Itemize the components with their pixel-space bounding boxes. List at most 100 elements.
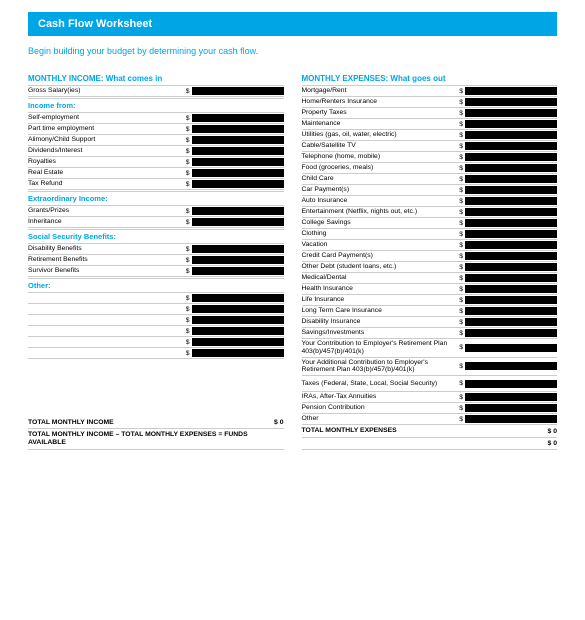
amount-field[interactable] xyxy=(192,327,284,335)
row-label: Disability Insurance xyxy=(302,318,458,326)
amount-field[interactable] xyxy=(465,274,557,282)
amount-field[interactable] xyxy=(192,338,284,346)
amount-field[interactable] xyxy=(465,142,557,150)
amount-field[interactable] xyxy=(192,136,284,144)
currency-symbol: $ xyxy=(184,328,190,335)
amount-field[interactable] xyxy=(192,87,284,95)
line-item: Tax Refund$ xyxy=(28,179,284,190)
line-item: Retirement Benefits$ xyxy=(28,255,284,266)
row-label: Real Estate xyxy=(28,169,184,177)
amount-field[interactable] xyxy=(465,344,557,352)
currency-symbol: $ xyxy=(457,187,463,194)
row-label: Child Care xyxy=(302,175,458,183)
amount-field[interactable] xyxy=(192,147,284,155)
line-item: Pension Contribution$ xyxy=(302,403,558,414)
amount-field[interactable] xyxy=(465,131,557,139)
line-item: Vacation$ xyxy=(302,240,558,251)
currency-symbol: $ xyxy=(457,253,463,260)
amount-field[interactable] xyxy=(465,230,557,238)
currency-symbol: $ xyxy=(184,159,190,166)
amount-field[interactable] xyxy=(465,404,557,412)
currency-symbol: $ xyxy=(457,319,463,326)
currency-symbol: $ xyxy=(184,137,190,144)
line-item: Medical/Dental$ xyxy=(302,273,558,284)
amount-field[interactable] xyxy=(465,186,557,194)
amount-field[interactable] xyxy=(192,218,284,226)
amount-field[interactable] xyxy=(465,285,557,293)
row-label: Mortgage/Rent xyxy=(302,87,458,95)
amount-field[interactable] xyxy=(192,180,284,188)
row-label xyxy=(28,305,184,313)
line-item: Credit Card Payment(s)$ xyxy=(302,251,558,262)
amount-field[interactable] xyxy=(465,252,557,260)
currency-symbol: $ xyxy=(457,110,463,117)
currency-symbol: $ xyxy=(459,363,463,370)
currency-symbol: $ xyxy=(457,198,463,205)
amount-field[interactable] xyxy=(465,219,557,227)
income-row-gross: Gross Salary(ies) $ xyxy=(28,86,284,97)
amount-field[interactable] xyxy=(192,267,284,275)
row-label xyxy=(28,349,184,357)
amount-field[interactable] xyxy=(192,114,284,122)
amount-field[interactable] xyxy=(465,175,557,183)
line-item: Real Estate$ xyxy=(28,168,284,179)
amount-field[interactable] xyxy=(465,98,557,106)
amount-field[interactable] xyxy=(465,307,557,315)
amount-field[interactable] xyxy=(465,263,557,271)
row-label: Grants/Prizes xyxy=(28,207,184,215)
line-item: Health Insurance$ xyxy=(302,284,558,295)
currency-symbol: $ xyxy=(457,220,463,227)
amount-field[interactable] xyxy=(465,329,557,337)
currency-symbol: $ xyxy=(457,264,463,271)
currency-symbol: $ xyxy=(457,380,463,387)
amount-field[interactable] xyxy=(192,125,284,133)
currency-symbol: $ xyxy=(184,306,190,313)
row-label: Utilities (gas, oil, water, electric) xyxy=(302,131,458,139)
currency-symbol: $ xyxy=(457,121,463,128)
amount-field[interactable] xyxy=(192,245,284,253)
amount-field[interactable] xyxy=(192,169,284,177)
currency-symbol: $ xyxy=(457,132,463,139)
row-label: Cable/Satellite TV xyxy=(302,142,458,150)
line-item: Utilities (gas, oil, water, electric)$ xyxy=(302,130,558,141)
amount-field[interactable] xyxy=(465,153,557,161)
amount-field[interactable] xyxy=(192,305,284,313)
amount-field[interactable] xyxy=(465,380,557,388)
row-label xyxy=(28,327,184,335)
line-item: Part time employment$ xyxy=(28,124,284,135)
line-item: Dividends/Interest$ xyxy=(28,146,284,157)
amount-field[interactable] xyxy=(192,256,284,264)
line-item: Clothing$ xyxy=(302,229,558,240)
amount-field[interactable] xyxy=(465,208,557,216)
income-heading: MONTHLY INCOME: What comes in xyxy=(28,72,284,86)
amount-field[interactable] xyxy=(465,87,557,95)
amount-field[interactable] xyxy=(465,120,557,128)
amount-field[interactable] xyxy=(465,393,557,401)
currency-symbol: $ xyxy=(184,257,190,264)
amount-field[interactable] xyxy=(465,318,557,326)
row-label: Long Term Care Insurance xyxy=(302,307,458,315)
blank-line-item: $ xyxy=(28,348,284,359)
amount-field[interactable] xyxy=(192,207,284,215)
amount-field[interactable] xyxy=(192,316,284,324)
row-label: Survivor Benefits xyxy=(28,267,184,275)
amount-field[interactable] xyxy=(465,109,557,117)
amount-field[interactable] xyxy=(465,362,557,370)
line-item: Other$ xyxy=(302,414,558,425)
amount-field[interactable] xyxy=(192,294,284,302)
amount-field[interactable] xyxy=(465,296,557,304)
row-label: Self-employment xyxy=(28,114,184,122)
line-item: Entertainment (Netflix, nights out, etc.… xyxy=(302,207,558,218)
amount-field[interactable] xyxy=(465,164,557,172)
amount-field[interactable] xyxy=(192,158,284,166)
amount-field[interactable] xyxy=(465,415,557,423)
blank-line-item: $ xyxy=(28,304,284,315)
row-label: Part time employment xyxy=(28,125,184,133)
amount-field[interactable] xyxy=(465,197,557,205)
amount-field[interactable] xyxy=(465,241,557,249)
amount-field[interactable] xyxy=(192,349,284,357)
row-label: Health Insurance xyxy=(302,285,458,293)
currency-symbol: $ xyxy=(457,394,463,401)
currency-symbol: $ xyxy=(457,330,463,337)
row-label: Disability Benefits xyxy=(28,245,184,253)
